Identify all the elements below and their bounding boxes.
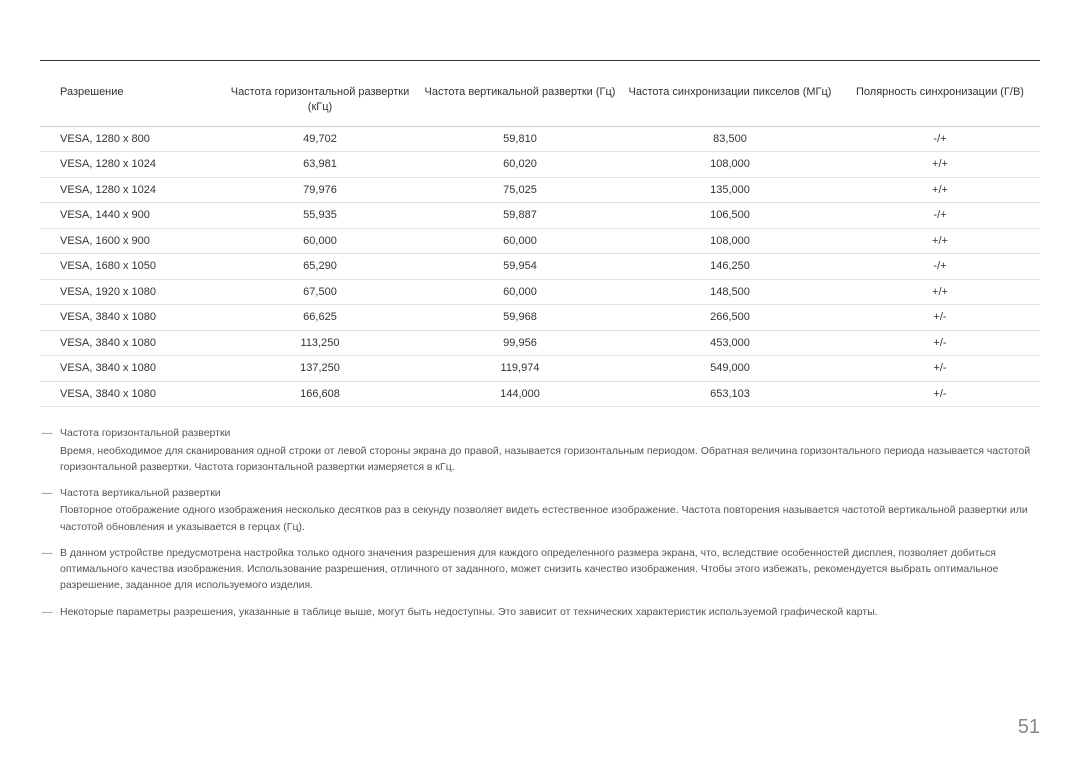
table-row: VESA, 1280 x 102479,97675,025135,000+/+ — [40, 177, 1040, 203]
table-cell: 60,020 — [420, 152, 620, 178]
table-cell: 60,000 — [420, 279, 620, 305]
table-cell: 108,000 — [620, 228, 840, 254]
table-cell: 65,290 — [220, 254, 420, 280]
footnote-title: Частота вертикальной развертки — [60, 485, 1040, 501]
table-cell: +/- — [840, 330, 1040, 356]
table-cell: 49,702 — [220, 126, 420, 152]
table-cell: +/+ — [840, 279, 1040, 305]
page-number: 51 — [1018, 716, 1040, 739]
table-cell: 79,976 — [220, 177, 420, 203]
table-cell: 60,000 — [420, 228, 620, 254]
footnote-item: В данном устройстве предусмотрена настро… — [40, 545, 1040, 594]
table-cell: VESA, 1280 x 800 — [40, 126, 220, 152]
table-cell: 108,000 — [620, 152, 840, 178]
table-cell: 653,103 — [620, 381, 840, 407]
table-cell: -/+ — [840, 126, 1040, 152]
table-cell: 63,981 — [220, 152, 420, 178]
col-header-polarity: Полярность синхронизации (Г/В) — [840, 79, 1040, 126]
footnotes: Частота горизонтальной развертки Время, н… — [40, 425, 1040, 620]
table-cell: 59,968 — [420, 305, 620, 331]
table-cell: 266,500 — [620, 305, 840, 331]
table-cell: 59,954 — [420, 254, 620, 280]
table-cell: 99,956 — [420, 330, 620, 356]
table-cell: +/- — [840, 305, 1040, 331]
table-row: VESA, 3840 x 1080113,25099,956453,000+/- — [40, 330, 1040, 356]
table-cell: +/- — [840, 381, 1040, 407]
table-cell: 135,000 — [620, 177, 840, 203]
table-cell: +/+ — [840, 177, 1040, 203]
table-row: VESA, 1280 x 80049,70259,81083,500-/+ — [40, 126, 1040, 152]
table-row: VESA, 1920 x 108067,50060,000148,500+/+ — [40, 279, 1040, 305]
table-cell: +/+ — [840, 228, 1040, 254]
col-header-hfreq: Частота горизонтальной развертки (кГц) — [220, 79, 420, 126]
table-cell: -/+ — [840, 254, 1040, 280]
footnote-title: Частота горизонтальной развертки — [60, 425, 1040, 441]
col-header-vfreq: Частота вертикальной развертки (Гц) — [420, 79, 620, 126]
table-cell: +/+ — [840, 152, 1040, 178]
table-cell: 67,500 — [220, 279, 420, 305]
table-cell: 60,000 — [220, 228, 420, 254]
table-cell: VESA, 1280 x 1024 — [40, 177, 220, 203]
footnote-body: В данном устройстве предусмотрена настро… — [60, 545, 1040, 594]
table-row: VESA, 3840 x 1080137,250119,974549,000+/… — [40, 356, 1040, 382]
table-cell: VESA, 1920 x 1080 — [40, 279, 220, 305]
table-cell: 119,974 — [420, 356, 620, 382]
table-cell: VESA, 3840 x 1080 — [40, 305, 220, 331]
table-cell: -/+ — [840, 203, 1040, 229]
table-cell: VESA, 1280 x 1024 — [40, 152, 220, 178]
table-row: VESA, 3840 x 108066,62559,968266,500+/- — [40, 305, 1040, 331]
top-divider — [40, 60, 1040, 61]
table-cell: 59,810 — [420, 126, 620, 152]
col-header-resolution: Разрешение — [40, 79, 220, 126]
table-cell: VESA, 1440 x 900 — [40, 203, 220, 229]
footnote-body: Некоторые параметры разрешения, указанны… — [60, 604, 1040, 620]
table-cell: 83,500 — [620, 126, 840, 152]
footnote-item: Частота горизонтальной развертки Время, н… — [40, 425, 1040, 475]
footnote-body: Время, необходимое для сканирования одно… — [60, 443, 1040, 476]
footnote-item: Частота вертикальной разверткиПовторное … — [40, 485, 1040, 535]
table-cell: 106,500 — [620, 203, 840, 229]
table-cell: 453,000 — [620, 330, 840, 356]
table-row: VESA, 1680 x 105065,29059,954146,250-/+ — [40, 254, 1040, 280]
col-header-pixclock: Частота синхронизации пикселов (МГц) — [620, 79, 840, 126]
table-cell: VESA, 1600 x 900 — [40, 228, 220, 254]
table-cell: VESA, 3840 x 1080 — [40, 330, 220, 356]
table-cell: VESA, 1680 x 1050 — [40, 254, 220, 280]
table-cell: 75,025 — [420, 177, 620, 203]
footnote-body: Повторное отображение одного изображения… — [60, 502, 1040, 535]
table-cell: 66,625 — [220, 305, 420, 331]
table-cell: VESA, 3840 x 1080 — [40, 381, 220, 407]
table-cell: VESA, 3840 x 1080 — [40, 356, 220, 382]
table-cell: 148,500 — [620, 279, 840, 305]
table-cell: +/- — [840, 356, 1040, 382]
resolution-table: Разрешение Частота горизонтальной развер… — [40, 79, 1040, 407]
table-cell: 113,250 — [220, 330, 420, 356]
table-cell: 55,935 — [220, 203, 420, 229]
table-cell: 59,887 — [420, 203, 620, 229]
footnote-item: Некоторые параметры разрешения, указанны… — [40, 604, 1040, 620]
table-row: VESA, 3840 x 1080166,608144,000653,103+/… — [40, 381, 1040, 407]
table-cell: 146,250 — [620, 254, 840, 280]
table-cell: 166,608 — [220, 381, 420, 407]
table-row: VESA, 1600 x 90060,00060,000108,000+/+ — [40, 228, 1040, 254]
table-body: VESA, 1280 x 80049,70259,81083,500-/+VES… — [40, 126, 1040, 407]
table-cell: 549,000 — [620, 356, 840, 382]
table-cell: 137,250 — [220, 356, 420, 382]
table-cell: 144,000 — [420, 381, 620, 407]
table-row: VESA, 1280 x 102463,98160,020108,000+/+ — [40, 152, 1040, 178]
table-header-row: Разрешение Частота горизонтальной развер… — [40, 79, 1040, 126]
table-row: VESA, 1440 x 90055,93559,887106,500-/+ — [40, 203, 1040, 229]
